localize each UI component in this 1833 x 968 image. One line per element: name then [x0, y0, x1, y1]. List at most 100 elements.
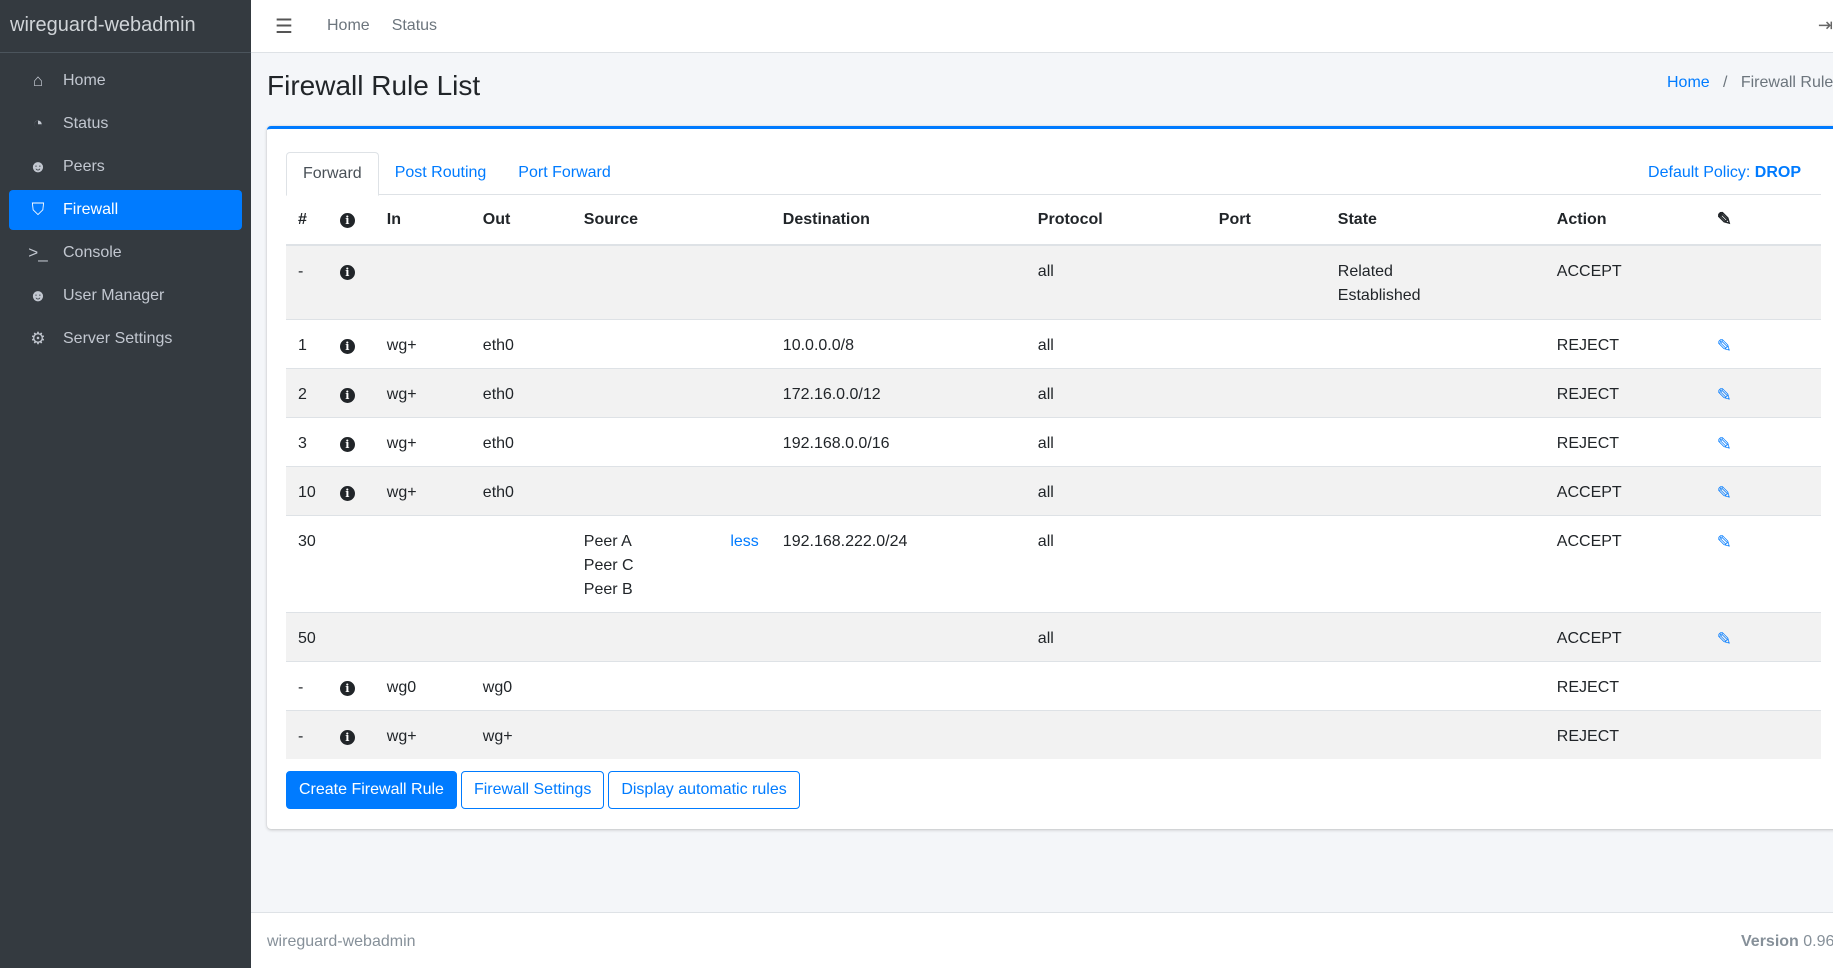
footer-brand: wireguard-webadmin: [267, 933, 416, 950]
less-link[interactable]: less: [730, 532, 759, 550]
info-cell: i: [327, 367, 375, 417]
action: ACCEPT: [1544, 465, 1705, 515]
action: REJECT: [1544, 318, 1705, 368]
destination: 192.168.0.0/16: [770, 416, 1026, 466]
port: [1206, 244, 1326, 319]
source-cell: [571, 709, 771, 759]
source-peer: Peer C: [583, 556, 634, 574]
info-icon[interactable]: i: [339, 729, 355, 745]
info-icon[interactable]: i: [339, 485, 355, 501]
protocol: all: [1025, 465, 1207, 515]
sidebar-item-label: User Manager: [63, 287, 165, 304]
tab-post-routing[interactable]: Post Routing: [394, 164, 487, 181]
protocol: all: [1025, 367, 1207, 417]
brand[interactable]: wireguard-webadmin: [0, 0, 251, 53]
info-icon[interactable]: i: [339, 387, 355, 403]
terminal-icon: >_: [28, 243, 48, 262]
firewall-card: Forward Post Routing Port Forward Defaul…: [267, 126, 1833, 829]
out-interface: [470, 611, 572, 661]
out-interface: eth0: [470, 465, 572, 515]
actions: Create Firewall Rule Firewall Settings D…: [286, 771, 800, 809]
table-row: 1 i wg+ eth0 10.0.0.0/8 all REJECT ✎: [286, 318, 1821, 368]
display-automatic-rules-button[interactable]: Display automatic rules: [608, 771, 800, 809]
sidebar-item-label: Status: [63, 115, 109, 132]
state-cell: [1325, 514, 1545, 612]
hamburger-menu-icon[interactable]: ☰: [275, 15, 293, 38]
sidebar-item-label: Server Settings: [63, 330, 173, 347]
state-cell: [1325, 709, 1545, 759]
port: [1206, 709, 1326, 759]
sidebar-item-peers[interactable]: ☻ Peers: [9, 147, 242, 187]
topbar-home-link[interactable]: Home: [327, 17, 370, 34]
source-cell: [571, 318, 771, 368]
sidebar-item-label: Firewall: [63, 201, 119, 218]
in-interface: wg+: [374, 709, 471, 759]
info-icon[interactable]: i: [339, 338, 355, 354]
in-interface: wg+: [374, 416, 471, 466]
edit-cell: [1704, 660, 1821, 710]
firewall-settings-button[interactable]: Firewall Settings: [460, 771, 605, 809]
edit-icon[interactable]: ✎: [1716, 531, 1732, 552]
info-icon[interactable]: i: [339, 436, 355, 452]
column-header: i: [327, 195, 375, 246]
edit-icon[interactable]: ✎: [1716, 335, 1732, 356]
column-header: In: [374, 195, 471, 246]
state-cell: [1325, 660, 1545, 710]
info-icon[interactable]: i: [339, 265, 355, 280]
edit-column-header: ✎: [1704, 195, 1821, 246]
destination: 192.168.222.0/24: [770, 514, 1026, 612]
edit-cell: ✎: [1704, 465, 1821, 515]
users-icon: ☻: [29, 286, 47, 305]
page-title: Firewall Rule List: [267, 70, 481, 101]
protocol: all: [1025, 514, 1207, 612]
state-cell: [1325, 318, 1545, 368]
info-cell: i: [327, 416, 375, 466]
logout-icon[interactable]: ⇥: [1817, 15, 1833, 35]
sidebar-nav: ⌂ Home ◔ Status ☻ Peers ⛉ Firewall >_ Console ☻ Use…: [0, 53, 251, 370]
info-icon[interactable]: i: [339, 680, 355, 696]
action: REJECT: [1544, 367, 1705, 417]
rule-number: 3: [286, 416, 328, 466]
sidebar-item-firewall[interactable]: ⛉ Firewall: [9, 190, 242, 230]
out-interface: eth0: [470, 318, 572, 368]
sidebar-item-home[interactable]: ⌂ Home: [9, 61, 242, 101]
source-cell: [571, 244, 771, 319]
info-cell: i: [327, 709, 375, 759]
tab-forward[interactable]: Forward: [286, 152, 379, 196]
firewall-rule-table: # i In Out Source Destination Protocol Port Stat…: [286, 195, 1821, 759]
edit-icon[interactable]: ✎: [1716, 482, 1732, 503]
edit-cell: ✎: [1704, 514, 1821, 612]
table-row: - i wg+ wg+ REJECT: [286, 709, 1821, 759]
column-header: Action: [1544, 195, 1705, 246]
breadcrumb-home[interactable]: Home: [1667, 74, 1710, 91]
tab-port-forward[interactable]: Port Forward: [518, 164, 611, 181]
sidebar-item-status[interactable]: ◔ Status: [9, 104, 242, 144]
edit-icon: ✎: [1716, 209, 1732, 229]
topbar-status-link[interactable]: Status: [391, 17, 438, 34]
table-row: 50 all ACCEPT ✎: [286, 611, 1821, 661]
breadcrumb: Home / Firewall Rule List: [1667, 74, 1833, 92]
sidebar-item-label: Peers: [63, 158, 105, 175]
column-header: Out: [470, 195, 572, 246]
edit-cell: ✎: [1704, 416, 1821, 466]
column-header: #: [286, 195, 328, 246]
edit-icon[interactable]: ✎: [1716, 384, 1732, 405]
edit-icon[interactable]: ✎: [1716, 628, 1732, 649]
source-cell: [571, 367, 771, 417]
sidebar-item-server-settings[interactable]: ⚙ Server Settings: [9, 319, 242, 359]
create-firewall-rule-button[interactable]: Create Firewall Rule: [286, 771, 457, 809]
state-cell: [1325, 416, 1545, 466]
in-interface: wg+: [374, 367, 471, 417]
sidebar-item-user-manager[interactable]: ☻ User Manager: [9, 276, 242, 316]
state-cell: [1325, 465, 1545, 515]
edit-icon[interactable]: ✎: [1716, 433, 1732, 454]
out-interface: [470, 244, 572, 319]
action: REJECT: [1544, 709, 1705, 759]
out-interface: wg0: [470, 660, 572, 710]
destination: 10.0.0.0/8: [770, 318, 1026, 368]
rule-number: -: [286, 709, 328, 759]
in-interface: [374, 611, 471, 661]
sidebar-item-console[interactable]: >_ Console: [9, 233, 242, 273]
sidebar: wireguard-webadmin ⌂ Home ◔ Status ☻ Peers ⛉ Fi…: [0, 0, 251, 968]
port: [1206, 416, 1326, 466]
